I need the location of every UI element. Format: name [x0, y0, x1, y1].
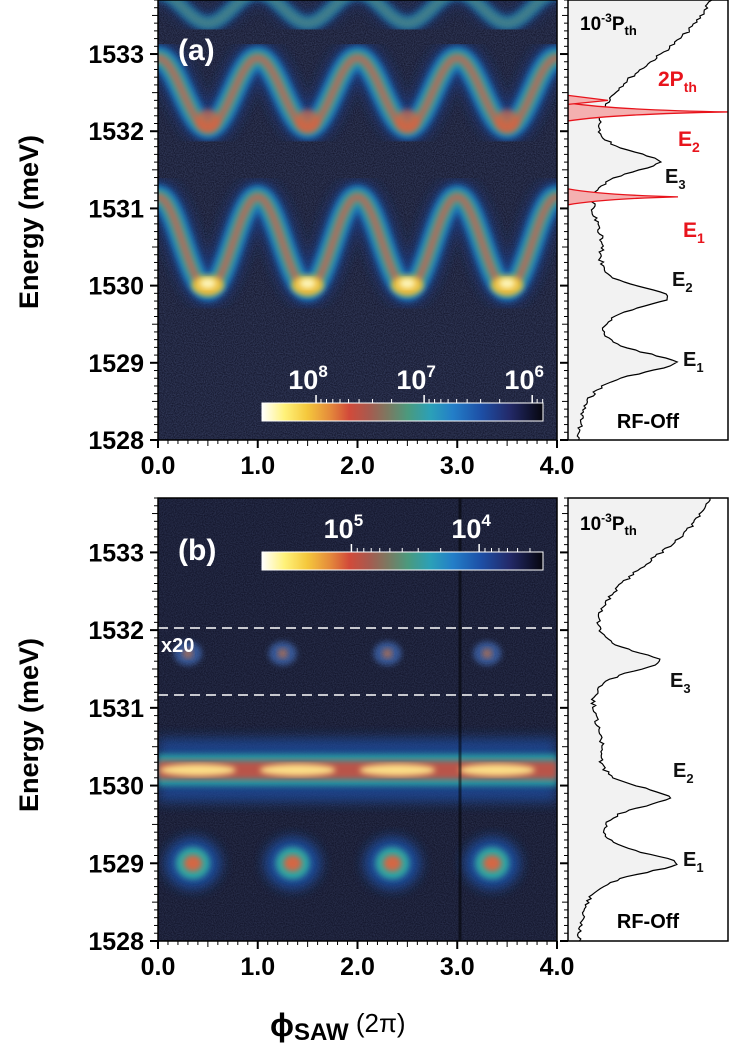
x-tick-label: 0.0 [141, 452, 176, 480]
y-axis-a: 1528 1529 1530 1531 1532 1533 [88, 0, 158, 455]
y-tick-label: 1531 [88, 195, 144, 223]
y-tick-label: 1530 [88, 773, 144, 801]
red-peak-E1 [568, 188, 679, 206]
panel-a-bands [158, 0, 557, 307]
x-tick-label: 4.0 [540, 452, 575, 480]
spot-b-core [383, 855, 402, 872]
y-tick-label: 1529 [88, 350, 144, 378]
y-tick-label: 1528 [88, 427, 144, 455]
band-b-core [158, 761, 557, 780]
spot-b-faint-core [482, 648, 493, 659]
y-tick-label: 1529 [88, 850, 144, 878]
x-tick-label: 1.0 [240, 953, 275, 981]
band-a-2 [170, 0, 545, 27]
colorbar-a [261, 402, 544, 422]
x-tick-label: 3.0 [440, 452, 475, 480]
colorbar-a-ticks [315, 395, 544, 403]
spot-b-core [183, 855, 202, 872]
magnified-region-label: x20 [161, 635, 194, 657]
x-tick-label: 0.0 [141, 953, 176, 981]
spot-b-faint-core [182, 648, 193, 659]
x-tick-label: 4.0 [540, 953, 575, 981]
panel-b-features [158, 641, 557, 890]
x-axis-a: 0.0 1.0 2.0 3.0 4.0 [141, 440, 575, 480]
band-a-hotspot-core [399, 278, 416, 289]
panel-a-label: (a) [178, 34, 215, 67]
x-tick-label: 1.0 [240, 452, 275, 480]
y-tick-label: 1530 [88, 273, 144, 301]
side-spectrum-a: 10-3Pth 2Pth E2 E3 E1 E2 E1 RF-Off [560, 0, 729, 441]
x-tick-label: 3.0 [440, 953, 475, 981]
side-b-power-label: 10-3Pth [580, 511, 637, 538]
band-a-hotspot [395, 109, 420, 134]
y-tick-label: 1532 [88, 617, 144, 645]
side-spectrum-line [576, 498, 711, 941]
band-a-hotspot [195, 109, 220, 134]
side-b-frame [567, 497, 729, 942]
spot-b-faint-core [382, 648, 393, 659]
side-spectrum-b: 10-3Pth E3 E2 E1 RF-Off [560, 497, 729, 942]
side-spectrum-line [576, 0, 713, 440]
spot-b-core [283, 855, 302, 872]
y-axis-label-a: Energy (meV) [14, 135, 44, 309]
x-tick-label: 2.0 [340, 953, 375, 981]
colorbar-b-ticks [350, 544, 531, 552]
y-tick-label: 1531 [88, 695, 144, 723]
panel-b: x20 (b) 105 104 152815291530153115321533 … [14, 497, 729, 981]
red-peak-shoulder [568, 94, 609, 105]
y-tick-label: 1533 [88, 41, 144, 69]
y-tick-label: 1532 [88, 118, 144, 146]
band-b-bright [159, 764, 236, 777]
y-tick-label: 1528 [88, 928, 144, 956]
band-b-bright [459, 764, 536, 777]
band-a-hotspot-core [299, 278, 316, 289]
y-axis-label-b: Energy (meV) [14, 638, 44, 812]
side-a-rf-off-label: RF-Off [617, 411, 680, 433]
band-a-0 [158, 53, 557, 132]
band-a-1 [158, 192, 557, 294]
colorbar-label: 108 [288, 362, 328, 395]
band-a-hotspot-core [499, 278, 516, 289]
side-a-ticks [560, 0, 568, 441]
x-axis-b: 0.0 1.0 2.0 3.0 4.0 [141, 941, 575, 981]
band-a-hotspot [295, 109, 320, 134]
band-a-hotspot [495, 109, 520, 134]
x-tick-label: 2.0 [340, 452, 375, 480]
spot-b-faint-core [277, 648, 288, 659]
side-b-ticks [560, 497, 568, 942]
side-b-curves [568, 498, 711, 941]
panel-b-label: (b) [178, 534, 216, 567]
spot-b-core [483, 855, 502, 872]
side-a-curves [568, 0, 728, 440]
colorbar-b [261, 551, 544, 571]
y-axis-b: 1528 1529 1530 1531 1532 1533 [88, 497, 158, 956]
x-axis-label: ϕSAW (2π) [270, 1007, 406, 1046]
side-a-frame [567, 0, 729, 441]
side-b-rf-off-label: RF-Off [617, 911, 680, 933]
y-tick-label: 1533 [88, 539, 144, 567]
band-b-bright [259, 764, 336, 777]
band-a-hotspot-core [199, 278, 216, 289]
band-b-bright [359, 764, 436, 777]
colorbar-b-labels: 105 104 [324, 511, 492, 544]
